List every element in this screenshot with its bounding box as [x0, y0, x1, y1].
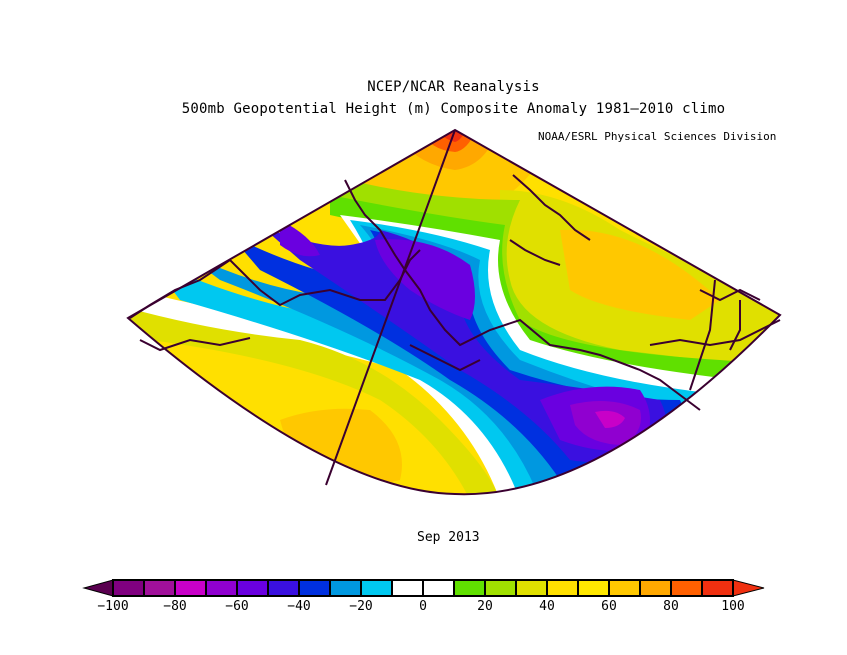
colorbar-tick-label: −20: [349, 599, 373, 614]
colorbar-cell: [360, 579, 393, 597]
colorbar-under-arrow: [82, 579, 114, 597]
colorbar-cell: [112, 579, 145, 597]
colorbar-cell: [422, 579, 455, 597]
colorbar-tick-label: −40: [287, 599, 311, 614]
colorbar-tick-label: 40: [539, 599, 555, 614]
colorbar-cell: [453, 579, 486, 597]
colorbar-tick-label: 0: [419, 599, 427, 614]
colorbar-tick-label: −60: [225, 599, 249, 614]
colorbar-tick-label: 60: [601, 599, 617, 614]
colorbar-tick-label: −80: [163, 599, 187, 614]
colorbar-cell: [143, 579, 176, 597]
colorbar-cell: [267, 579, 300, 597]
colorbar-tick-label: 80: [663, 599, 679, 614]
colorbar-cell: [701, 579, 734, 597]
chart-subtitle: 500mb Geopotential Height (m) Composite …: [181, 101, 726, 117]
colorbar-cell: [608, 579, 641, 597]
map-boundary: [126, 128, 782, 496]
colorbar-cell: [236, 579, 269, 597]
colorbar-cell: [174, 579, 207, 597]
colorbar-cell: [205, 579, 238, 597]
colorbar-cell: [484, 579, 517, 597]
colorbar-cell: [515, 579, 548, 597]
colorbar-tick-label: 20: [477, 599, 493, 614]
period-label: Sep 2013: [417, 530, 480, 545]
colorbar-tick-label: −100: [97, 599, 129, 614]
chart-title: NCEP/NCAR Reanalysis: [367, 79, 540, 95]
credit-label: NOAA/ESRL Physical Sciences Division: [538, 130, 777, 143]
colorbar-cell: [670, 579, 703, 597]
colorbar-cell: [329, 579, 362, 597]
colorbar-cell: [546, 579, 579, 597]
colorbar-cell: [391, 579, 424, 597]
colorbar-cell: [577, 579, 610, 597]
colorbar-cell: [639, 579, 672, 597]
colorbar-tick-label: 100: [721, 599, 745, 614]
coastlines: [129, 174, 781, 411]
colorbar-cell: [298, 579, 331, 597]
colorbar-over-arrow: [732, 579, 765, 597]
